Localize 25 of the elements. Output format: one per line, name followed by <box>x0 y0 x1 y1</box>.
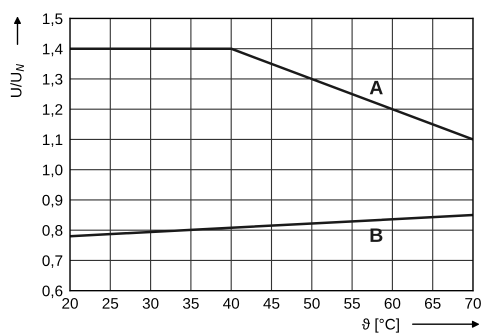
y-tick-label: 0,6 <box>42 286 62 298</box>
y-tick-label: 1,3 <box>42 74 62 86</box>
x-tick-label: 30 <box>142 298 158 309</box>
x-tick-label: 65 <box>424 298 441 309</box>
x-tick-label: 20 <box>62 298 78 309</box>
y-tick-label: 0,7 <box>42 255 62 268</box>
x-tick-label: 45 <box>263 298 280 309</box>
y-tick-label: 1,1 <box>42 134 62 147</box>
x-tick-label: 35 <box>182 298 199 309</box>
series-label: B <box>370 228 382 242</box>
x-axis-title: ϑ [°C] <box>362 318 399 333</box>
y-tick-label: 1,4 <box>42 44 63 56</box>
y-tick-label: 1,2 <box>42 104 62 117</box>
y-axis-title: U/U$_{N}$ <box>10 64 24 97</box>
x-tick-label: 55 <box>344 298 360 309</box>
x-tick-label: 40 <box>223 298 240 309</box>
y-tick-label: 0,8 <box>42 225 62 238</box>
x-tick-label: 60 <box>384 298 400 309</box>
x-tick-label: 50 <box>304 298 320 309</box>
x-tick-label: 25 <box>102 298 118 309</box>
x-tick-label: 70 <box>465 298 481 309</box>
y-tick-label: 0,9 <box>42 194 62 208</box>
y-tick-label: 1,0 <box>42 164 62 178</box>
series-label: A <box>370 80 383 94</box>
y-tick-label: 1,5 <box>42 14 62 26</box>
